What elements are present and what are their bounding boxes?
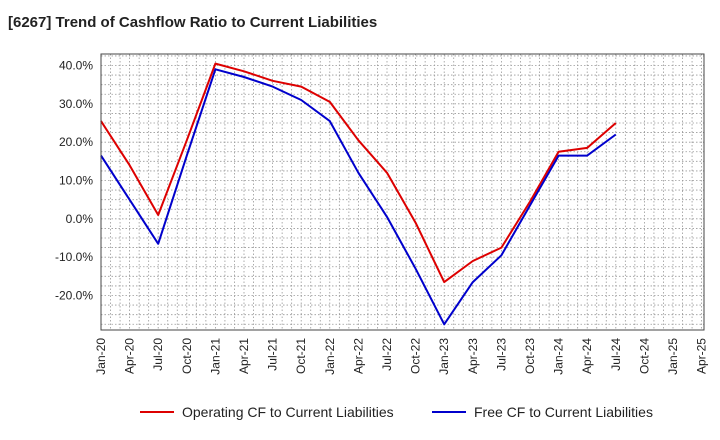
x-tick-label: Jan-22 <box>323 338 337 375</box>
x-tick-label: Jul-21 <box>266 338 280 371</box>
plot-area-frame <box>100 53 705 331</box>
x-tick-label: Jan-21 <box>208 338 222 375</box>
y-tick-label: 20.0% <box>59 135 93 149</box>
x-tick-label: Apr-20 <box>123 338 137 374</box>
x-tick-label: Jan-20 <box>94 338 108 375</box>
y-tick-label: 40.0% <box>59 59 93 73</box>
y-tick-label: 30.0% <box>59 97 93 111</box>
y-axis-tick-labels: 40.0% 30.0% 20.0% 10.0% 0.0% -10.0% -20.0% <box>55 59 93 303</box>
y-tick-label: -20.0% <box>55 289 93 303</box>
legend-swatch-free-cf <box>432 411 466 413</box>
legend: Operating CF to Current Liabilities Free… <box>0 404 720 426</box>
legend-item-operating-cf: Operating CF to Current Liabilities <box>140 404 394 420</box>
x-tick-label: Oct-23 <box>523 338 537 374</box>
x-tick-label: Jul-23 <box>494 338 508 371</box>
series-line-free-cf <box>100 68 617 326</box>
x-tick-label: Oct-22 <box>409 338 423 374</box>
grid-lines <box>101 54 704 330</box>
x-tick-label: Jan-23 <box>437 338 451 375</box>
x-tick-label: Jan-24 <box>552 338 566 375</box>
x-tick-label: Apr-21 <box>237 338 251 374</box>
y-tick-label: -10.0% <box>55 250 93 264</box>
x-tick-label: Apr-25 <box>695 338 709 374</box>
legend-label-free-cf: Free CF to Current Liabilities <box>474 404 653 420</box>
y-tick-label: 10.0% <box>59 174 93 188</box>
x-tick-label: Jul-24 <box>609 338 623 371</box>
legend-label-operating-cf: Operating CF to Current Liabilities <box>182 404 394 420</box>
y-tick-label: 0.0% <box>66 212 94 226</box>
legend-item-free-cf: Free CF to Current Liabilities <box>432 404 653 420</box>
x-tick-label: Oct-20 <box>180 338 194 374</box>
chart-title: [6267] Trend of Cashflow Ratio to Curren… <box>8 14 378 31</box>
x-tick-label: Apr-22 <box>351 338 365 374</box>
legend-swatch-operating-cf <box>140 411 174 413</box>
series-line-operating-cf <box>100 62 617 284</box>
x-tick-label: Apr-23 <box>466 338 480 374</box>
x-tick-label: Oct-21 <box>294 338 308 374</box>
x-tick-label: Jul-22 <box>380 338 394 371</box>
x-tick-label: Apr-24 <box>580 338 594 374</box>
x-axis-tick-labels: Jan-20 Apr-20 Jul-20 Oct-20 Jan-21 Apr-21 Jul-… <box>94 338 709 375</box>
x-tick-label: Jan-25 <box>666 338 680 375</box>
x-tick-label: Jul-20 <box>151 338 165 371</box>
series-lines <box>100 62 617 326</box>
x-tick-label: Oct-24 <box>637 338 651 374</box>
